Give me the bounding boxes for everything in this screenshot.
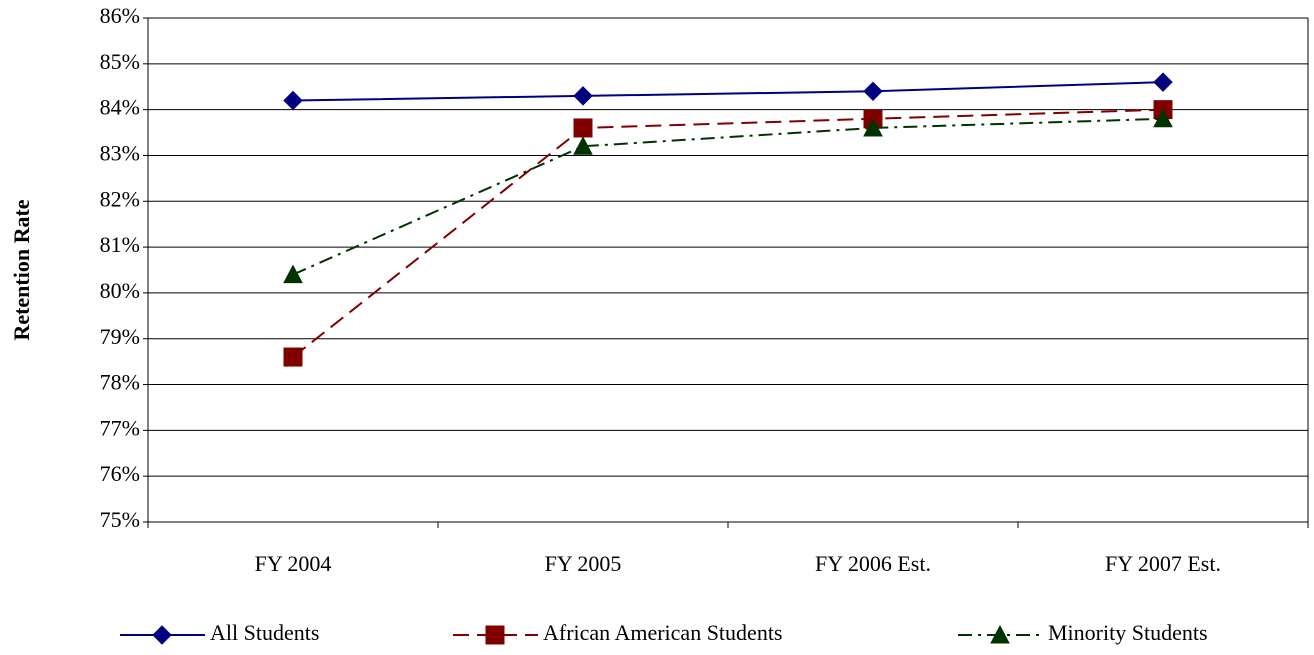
marker (283, 90, 303, 111)
y-tick-label: 83% (100, 141, 140, 166)
y-axis-label: Retention Rate (9, 199, 34, 340)
y-tick-label: 79% (100, 324, 140, 349)
marker (863, 81, 883, 102)
legend-marker (485, 625, 505, 645)
y-tick-label: 80% (100, 278, 140, 303)
marker (573, 86, 593, 106)
legend-marker (990, 624, 1010, 644)
legend-label: African American Students (543, 620, 783, 645)
marker (283, 347, 303, 367)
marker (863, 117, 883, 137)
y-tick-label: 78% (100, 370, 140, 395)
x-tick-label: FY 2006 Est. (815, 551, 931, 576)
y-tick-label: 82% (100, 186, 140, 211)
marker (1153, 108, 1173, 128)
series-line (292, 117, 1164, 276)
marker (1153, 72, 1173, 92)
marker (283, 264, 303, 284)
legend-marker (152, 625, 172, 645)
x-tick-label: FY 2007 Est. (1105, 551, 1221, 576)
y-tick-label: 77% (100, 415, 140, 440)
marker (573, 118, 593, 138)
y-tick-label: 81% (100, 232, 140, 257)
y-tick-label: 86% (100, 3, 140, 28)
series-line (292, 81, 1164, 102)
y-tick-label: 85% (100, 49, 140, 74)
series-line (292, 108, 1164, 358)
y-tick-label: 84% (100, 95, 140, 120)
marker (573, 136, 593, 155)
y-tick-label: 75% (100, 507, 140, 532)
y-tick-label: 76% (100, 461, 140, 486)
legend-label: All Students (210, 620, 319, 645)
x-tick-label: FY 2005 (545, 551, 622, 576)
x-tick-label: FY 2004 (255, 551, 332, 576)
legend-label: Minority Students (1048, 620, 1208, 645)
